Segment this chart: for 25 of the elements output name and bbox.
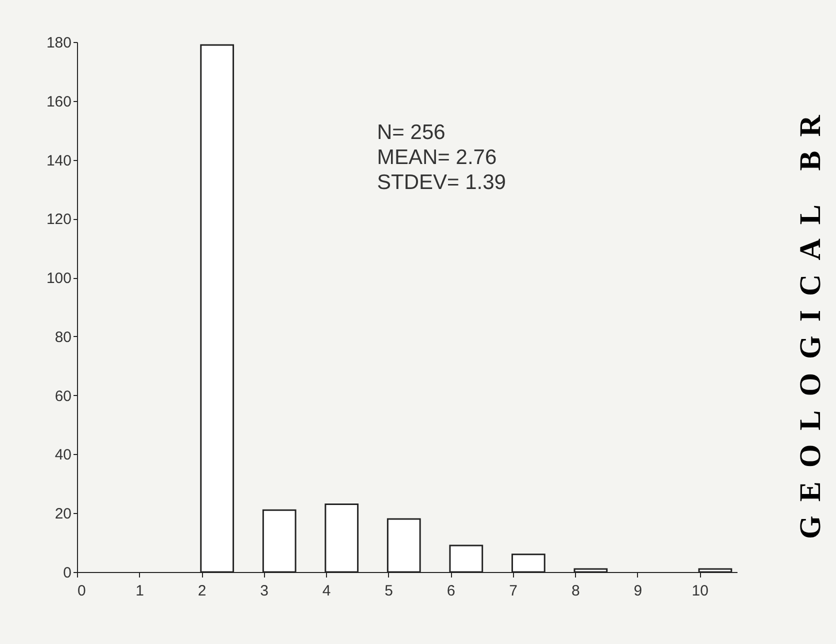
y-tick-label: 160 (46, 93, 72, 110)
x-tick-label: 4 (322, 582, 331, 600)
annotation: MEAN= 2.76 (377, 146, 497, 169)
y-tick-label: 120 (46, 211, 72, 228)
x-tick-label: 0 (78, 582, 86, 600)
y-tick-label: 20 (54, 506, 72, 523)
y-tick-label: 0 (63, 564, 72, 582)
x-tick-label: 5 (384, 582, 393, 600)
y-tick-label: 140 (46, 152, 72, 170)
y-tick-label: 100 (46, 270, 72, 288)
x-tick-label: 10 (692, 582, 708, 600)
text: GEOLOGICAL BR (794, 100, 828, 541)
x-tick-label: 3 (260, 582, 268, 600)
x-tick-label: 7 (509, 582, 518, 600)
y-tick-label: 80 (54, 328, 72, 346)
y-tick-label: 180 (46, 34, 72, 52)
x-tick-label: 9 (634, 582, 642, 600)
y-tick-label: 60 (54, 388, 72, 405)
x-tick-label: 2 (198, 582, 206, 600)
y-tick-label: 40 (54, 446, 72, 464)
annotation: STDEV= 1.39 (377, 171, 506, 194)
annotation: N= 256 (377, 121, 446, 144)
x-tick-label: 1 (136, 582, 144, 600)
x-tick-label: 8 (571, 582, 580, 600)
x-tick-label: 6 (446, 582, 456, 600)
